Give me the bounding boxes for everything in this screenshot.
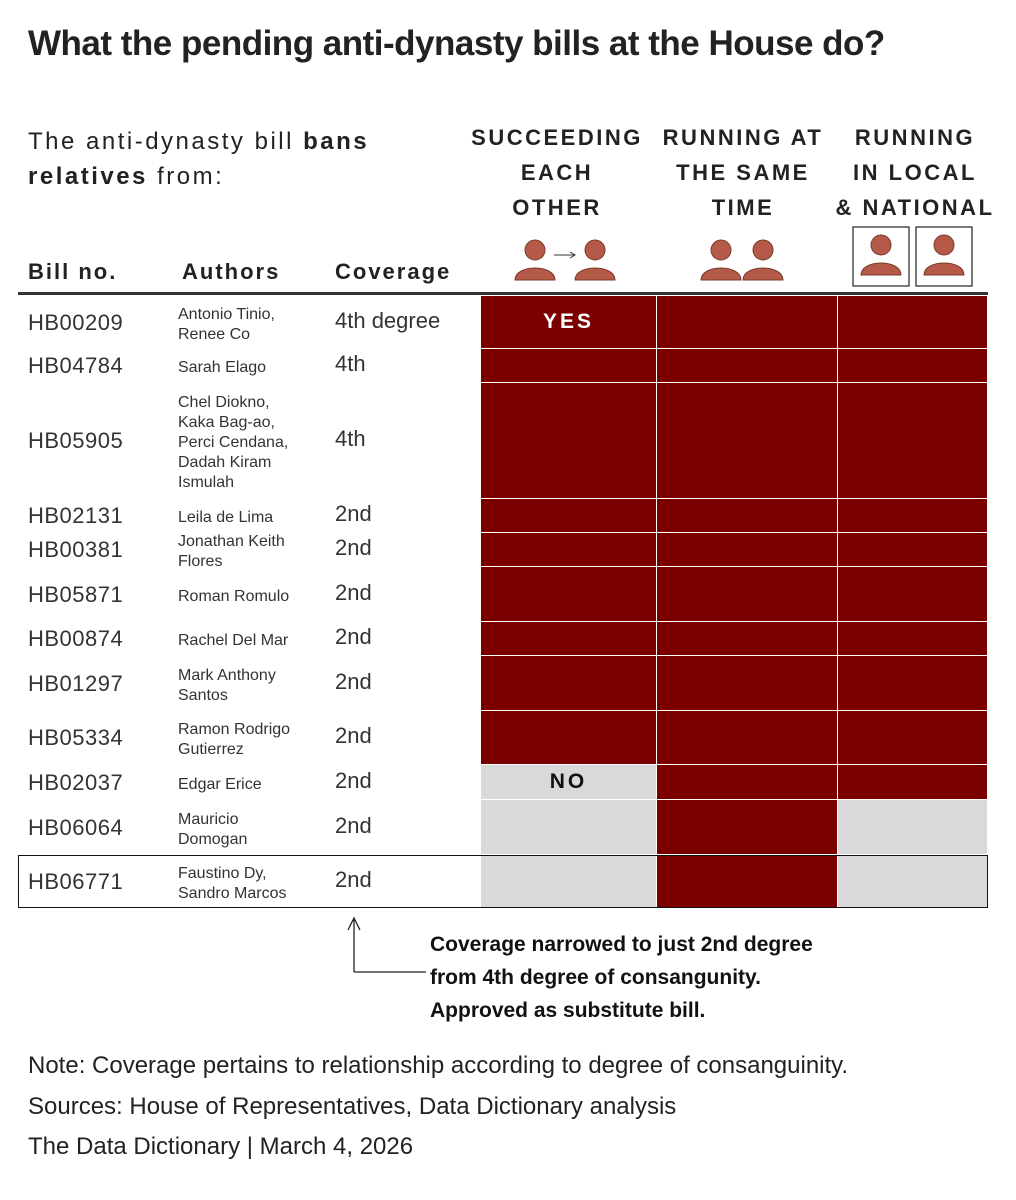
bill-coverage: 2nd (335, 812, 372, 838)
bill-coverage: 2nd (335, 866, 372, 892)
header-rule (18, 292, 988, 295)
ban-cell (657, 349, 838, 383)
bill-authors: Antonio Tinio, Renee Co (178, 305, 275, 343)
intro-part1: The anti-dynasty bill (28, 128, 304, 155)
bill-coverage: 2nd (335, 579, 372, 605)
bill-authors: Jonathan Keith Flores (178, 533, 285, 570)
ban-cell (838, 765, 988, 800)
ban-cell (657, 383, 838, 499)
person-succession-icon (514, 239, 616, 281)
ban-cell (838, 383, 988, 499)
bill-number: HB00209 (28, 309, 124, 335)
bill-coverage: 2nd (335, 668, 372, 694)
bill-authors: Ramon Rodrigo Gutierrez (178, 721, 291, 758)
footer-note: Note: Coverage pertains to relationship … (28, 1052, 849, 1079)
bill-coverage: 2nd (335, 624, 372, 649)
column-header-succeeding: SUCCEEDING EACH OTHER (471, 125, 643, 220)
bill-authors: Sarah Elago (178, 359, 267, 376)
two-persons-icon (700, 239, 784, 281)
ban-cell (657, 533, 838, 567)
ban-cell (838, 656, 988, 711)
footer-sources: Sources: House of Representatives, Data … (28, 1093, 677, 1120)
bill-number: HB05334 (28, 725, 124, 750)
ban-cell (838, 567, 988, 622)
bill-coverage: 4th degree (335, 307, 441, 333)
header-authors: Authors (182, 259, 281, 284)
bill-authors: Rachel Del Mar (178, 632, 289, 649)
column-header-local-national: RUNNING IN LOCAL & NATIONAL (835, 125, 995, 220)
bill-number: HB02037 (28, 769, 124, 795)
intro-text: The anti-dynasty bill bans relatives from… (28, 124, 448, 194)
ban-cell (838, 855, 988, 908)
ban-cell (481, 383, 657, 499)
ban-cell (657, 499, 838, 533)
header-bill-no: Bill no. (28, 259, 118, 284)
ban-cell (481, 533, 657, 567)
bill-number: HB05905 (28, 428, 124, 453)
footer-credit: The Data Dictionary | March 4, 2026 (28, 1133, 414, 1160)
ban-cell (657, 765, 838, 800)
bill-authors: Chel Diokno, Kaka Bag-ao, Perci Cendana,… (178, 394, 289, 491)
ban-cell: NO (481, 765, 657, 800)
bill-coverage: 4th (335, 351, 366, 376)
ban-cell (481, 622, 657, 656)
bill-coverage: 2nd (335, 723, 372, 748)
ban-cell: YES (481, 296, 657, 349)
ban-cell (657, 711, 838, 765)
ban-cell (657, 622, 838, 656)
ban-cell (657, 800, 838, 855)
bill-number: HB06771 (28, 868, 124, 894)
bill-coverage: 4th (335, 426, 366, 451)
ban-cell (838, 296, 988, 349)
bill-coverage: 2nd (335, 535, 372, 560)
bill-authors: Mark Anthony Santos (178, 666, 276, 704)
ban-cell (481, 656, 657, 711)
ban-cell (838, 499, 988, 533)
ban-cell (481, 711, 657, 765)
annotation-arrow (347, 916, 426, 973)
ban-cell (657, 656, 838, 711)
two-framed-persons-icon (852, 226, 973, 287)
ban-cell (481, 349, 657, 383)
bill-number: HB06064 (28, 814, 124, 840)
bill-coverage: 2nd (335, 767, 372, 793)
bill-number: HB00874 (28, 626, 124, 651)
ban-cell (657, 296, 838, 349)
page-title: What the pending anti-dynasty bills at t… (28, 24, 885, 63)
bill-number: HB04784 (28, 353, 124, 378)
ban-cell (838, 349, 988, 383)
bill-authors: Mauricio Domogan (178, 810, 248, 848)
annotation-text: Coverage narrowed to just 2nd degree fro… (430, 933, 813, 1022)
ban-cell (838, 622, 988, 656)
ban-cell (481, 499, 657, 533)
ban-cell (838, 711, 988, 765)
bill-authors: Faustino Dy, Sandro Marcos (178, 864, 287, 902)
highlight-box (18, 855, 988, 908)
intro-bold-bans: bans (303, 128, 370, 155)
intro-part2: from: (147, 163, 225, 190)
ban-cell (481, 567, 657, 622)
header-coverage: Coverage (335, 259, 452, 284)
ban-cell (481, 855, 657, 908)
bill-authors: Edgar Erice (178, 775, 262, 793)
column-header-same-time: RUNNING AT THE SAME TIME (662, 125, 824, 220)
bill-number: HB05871 (28, 581, 124, 607)
bill-authors: Roman Romulo (178, 587, 290, 605)
intro-bold-relatives: relatives (28, 163, 148, 190)
ban-cell (838, 533, 988, 567)
bill-authors: Leila de Lima (178, 509, 274, 526)
bill-number: HB01297 (28, 670, 124, 696)
ban-cell (657, 567, 838, 622)
bill-coverage: 2nd (335, 501, 372, 526)
bill-number: HB00381 (28, 537, 124, 562)
ban-cell (481, 800, 657, 855)
ban-cell (838, 800, 988, 855)
bill-number: HB02131 (28, 503, 124, 528)
